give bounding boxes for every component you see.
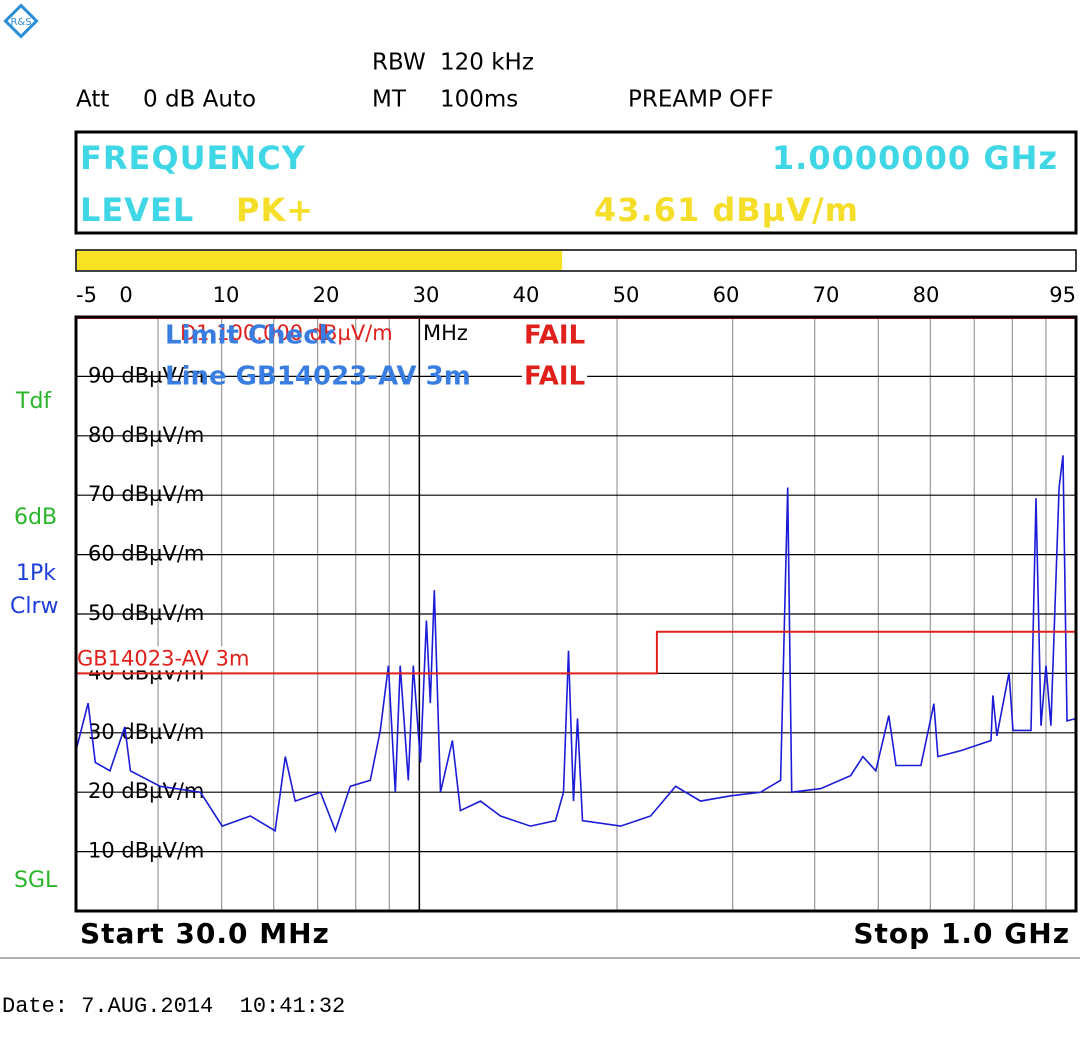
level-bar-tick-label: 95: [1049, 283, 1076, 307]
limit-line-label-bg: [77, 646, 252, 671]
level-bar-tick-label: 20: [313, 283, 340, 307]
y-tick-label: 10 dBµV/m: [88, 839, 204, 863]
frequency-label: FREQUENCY: [80, 139, 306, 177]
rbw-value: 120 kHz: [440, 50, 534, 76]
marker-unit: MHz: [423, 321, 468, 345]
trace-label: 1Pk: [16, 561, 56, 586]
tdf-label: Tdf: [15, 389, 52, 414]
y-tick-label: 70 dBµV/m: [88, 482, 204, 506]
limit-check-line-result-bg: [522, 365, 588, 388]
mt-value: 100ms: [440, 87, 518, 113]
frequency-value: 1.0000000 GHz: [772, 139, 1058, 177]
limit-check-result: FAIL: [524, 321, 585, 351]
level-label: LEVEL: [80, 191, 194, 229]
level-bar-tick-label: 0: [119, 283, 132, 307]
rbw-label: RBW: [372, 50, 426, 76]
readout-box: [74, 130, 1078, 235]
y-tick-label: 60 dBµV/m: [88, 542, 204, 566]
stop-label: Stop 1.0 GHz: [853, 917, 1070, 950]
rbw-step-label: 6dB: [14, 505, 57, 530]
limit-line-label: GB14023-AV 3m: [77, 646, 249, 670]
level-bar-tick-label: 60: [713, 283, 740, 307]
date: Date: 7.AUG.2014 10:41:32: [2, 994, 345, 1019]
limit-check-title: Limit Check: [165, 321, 337, 351]
limit-check-line: Line GB14023-AV 3m: [165, 362, 471, 392]
mt-label: MT: [372, 87, 407, 113]
y-tick-label: 80 dBµV/m: [88, 423, 204, 447]
svg-text:R&S: R&S: [10, 17, 31, 28]
level-bar-tick-label: 80: [913, 283, 940, 307]
level-value: 43.61 dBµV/m: [594, 191, 859, 229]
trace: [75, 455, 1077, 834]
level-bar: [77, 251, 563, 270]
logo: R&S: [3, 3, 39, 39]
att-value: 0 dB Auto: [143, 87, 256, 113]
y-tick-label: 20 dBµV/m: [88, 779, 204, 803]
detector: PK+: [236, 191, 314, 229]
preamp: PREAMP OFF: [628, 87, 774, 113]
level-bar-tick-label: 70: [813, 283, 840, 307]
display-line-label: D1 100.000 dBµV/m: [180, 321, 393, 345]
sweep-label: SGL: [14, 868, 58, 893]
limit-line: [76, 630, 1076, 675]
level-bar-tick-label: -5: [76, 283, 97, 307]
y-tick-label: 90 dBµV/m: [88, 363, 204, 387]
y-tick-label: 50 dBµV/m: [88, 601, 204, 625]
level-bar-tick-label: 30: [413, 283, 440, 307]
plot-frame: [74, 315, 1078, 913]
level-bar-tick-label: 10: [213, 283, 240, 307]
trace-mode-label: Clrw: [10, 594, 59, 619]
plot: -5 0 10 20 30 40 50 60 70 80 95 10 dBµV/m 20 dBµV/m 3…: [74, 251, 1078, 950]
att-label: Att: [76, 87, 109, 113]
y-tick-label: 30 dBµV/m: [88, 720, 204, 744]
level-bar-tick-label: 50: [613, 283, 640, 307]
limit-check-line-result: FAIL: [524, 362, 585, 392]
level-bar-tick-label: 40: [513, 283, 540, 307]
start-label: Start 30.0 MHz: [80, 917, 330, 950]
